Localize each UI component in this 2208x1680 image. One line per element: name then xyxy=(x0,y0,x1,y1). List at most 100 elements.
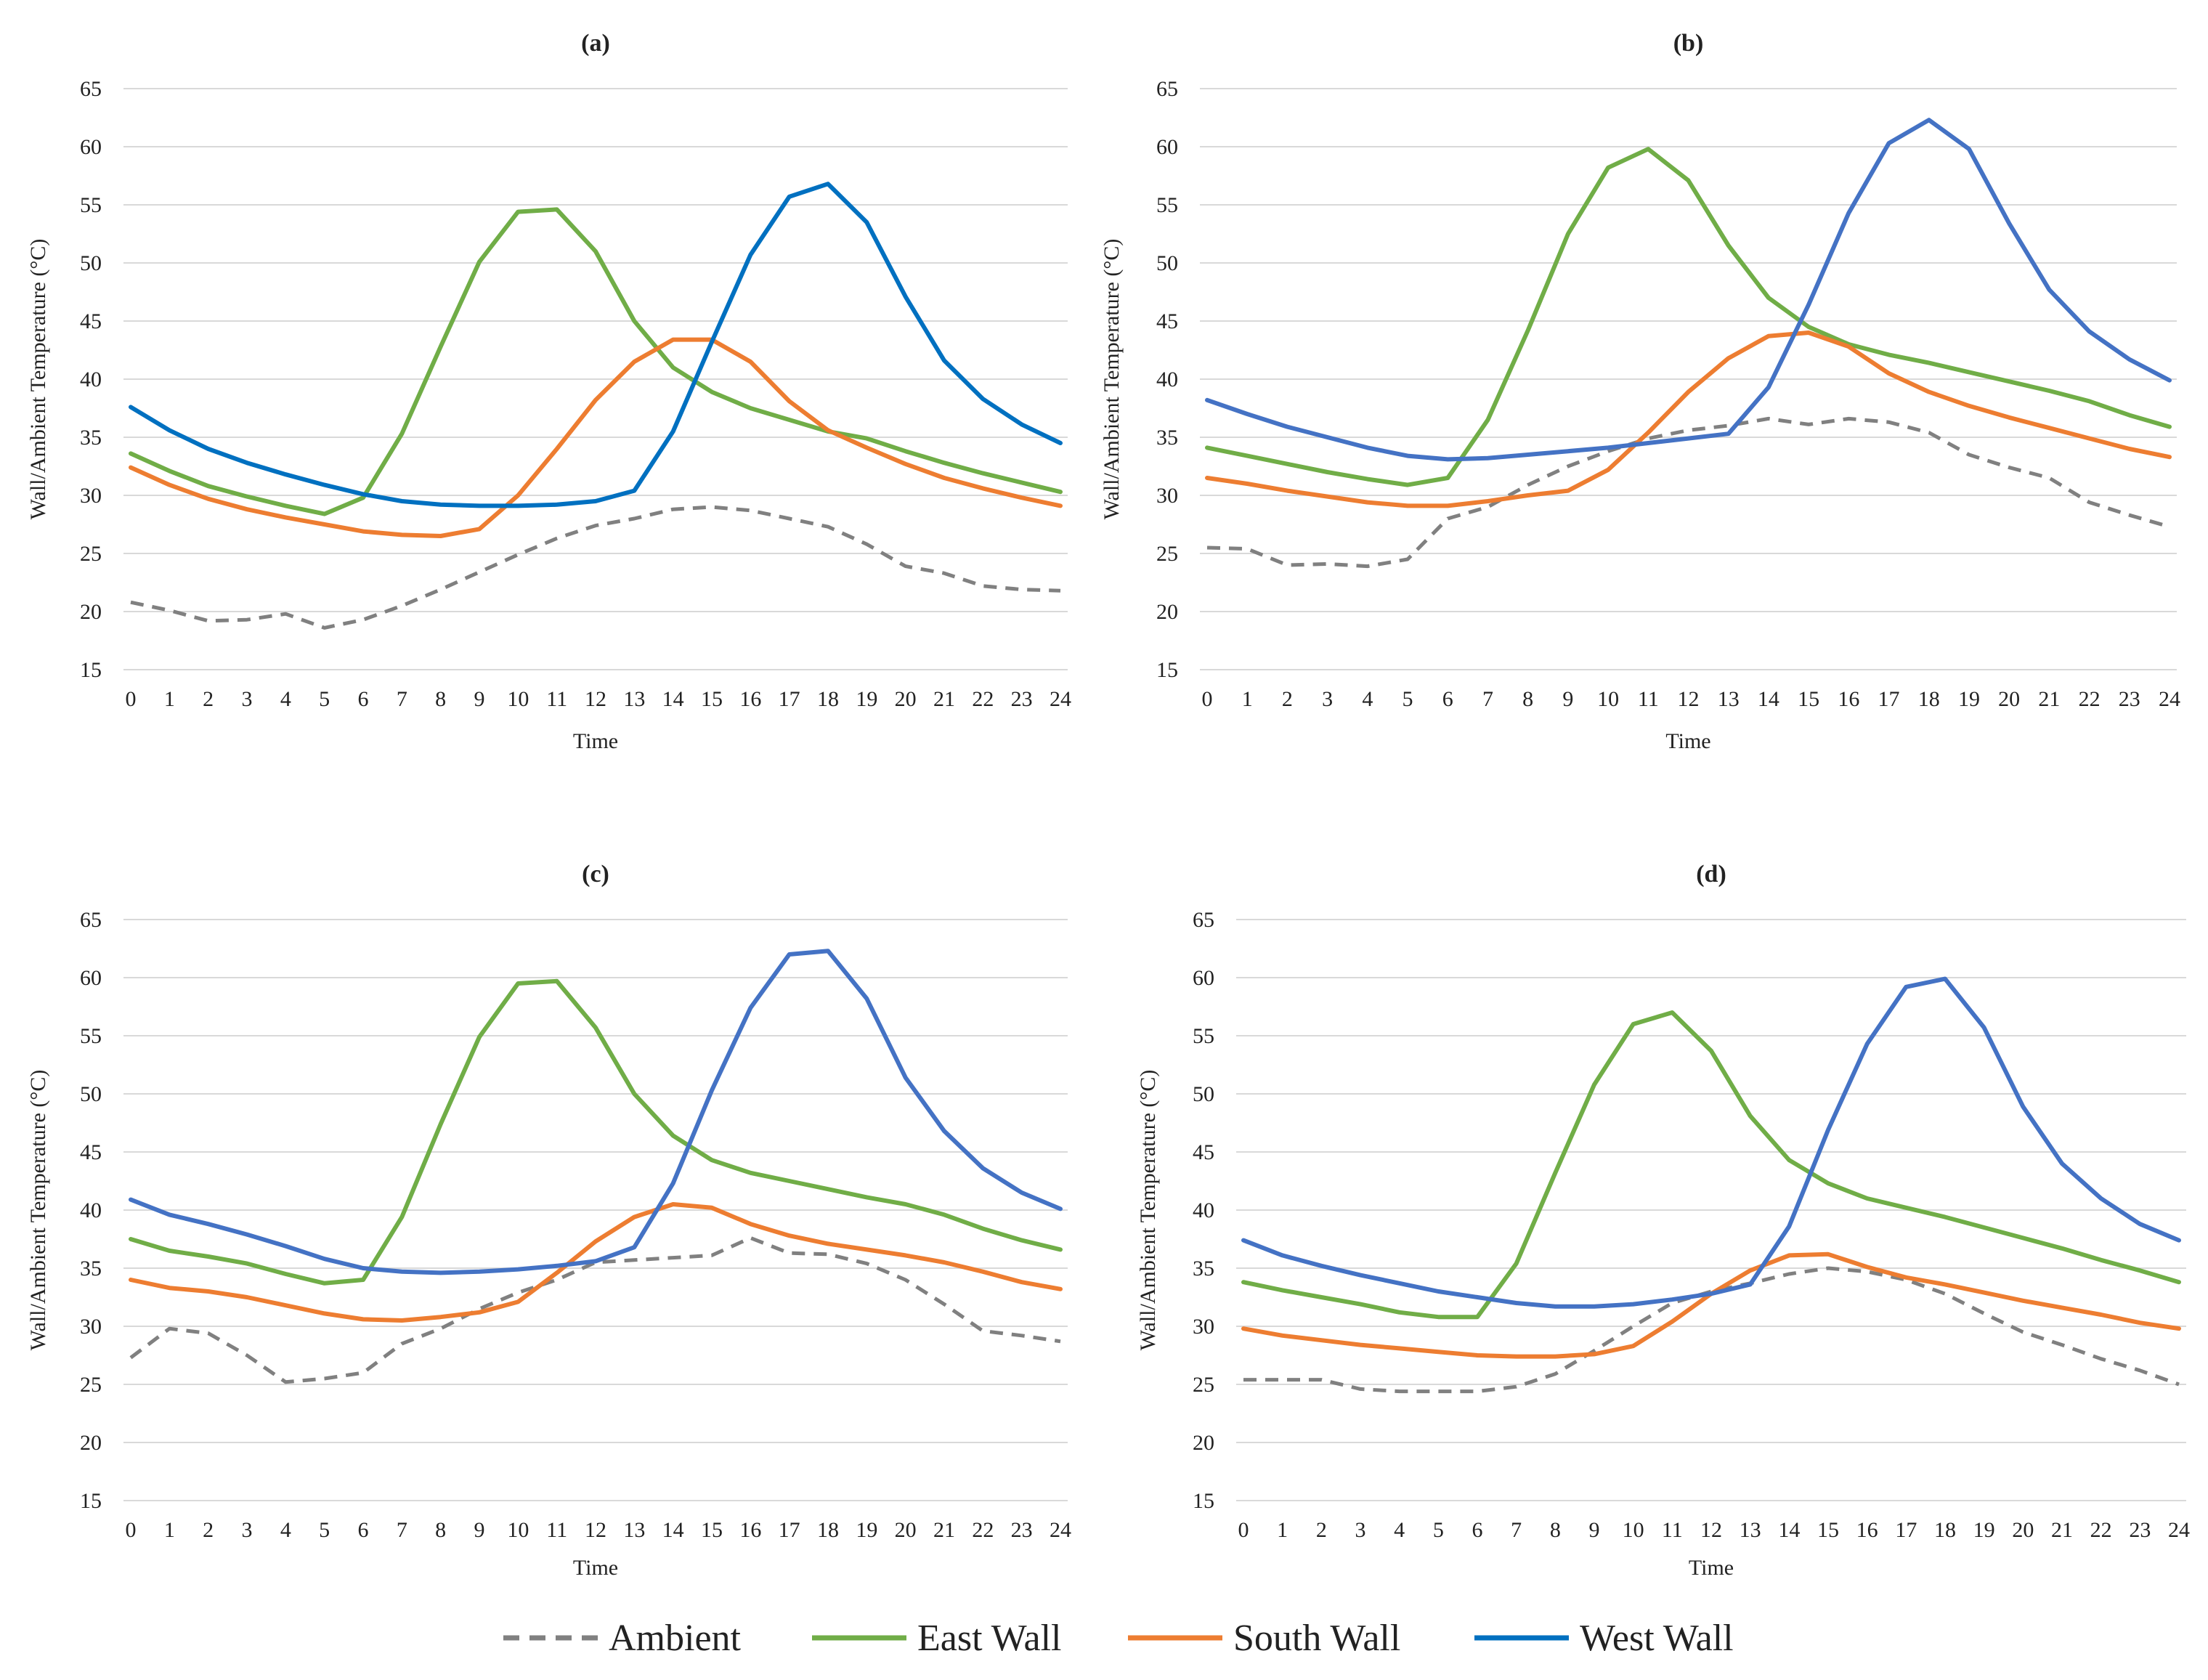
legend-label: South Wall xyxy=(1233,1618,1400,1659)
x-tick-label: 3 xyxy=(1355,1518,1366,1542)
y-tick-label: 30 xyxy=(1193,1315,1214,1339)
y-tick-label: 40 xyxy=(80,368,102,391)
x-tick-label: 23 xyxy=(1011,687,1033,711)
x-tick-label: 12 xyxy=(1678,687,1700,711)
y-tick-label: 55 xyxy=(80,193,102,217)
x-tick-label: 15 xyxy=(1817,1518,1839,1542)
x-tick-label: 1 xyxy=(164,687,175,711)
y-tick-label: 30 xyxy=(80,1315,102,1339)
x-tick-label: 0 xyxy=(1202,687,1213,711)
x-tick-label: 6 xyxy=(1442,687,1453,711)
y-tick-label: 20 xyxy=(1193,1431,1214,1455)
series-line-south-wall xyxy=(1205,330,2172,508)
y-tick-label: 65 xyxy=(80,908,102,932)
x-tick-label: 0 xyxy=(126,1518,137,1542)
x-tick-label: 2 xyxy=(203,687,214,711)
x-axis-title: Time xyxy=(1665,729,1710,753)
x-tick-label: 9 xyxy=(474,687,485,711)
chart-title: (b) xyxy=(1673,30,1704,57)
legend-item-ambient: Ambient xyxy=(503,1618,742,1659)
x-tick-label: 8 xyxy=(435,1518,446,1542)
y-tick-label: 45 xyxy=(80,1140,102,1164)
y-tick-label: 25 xyxy=(80,542,102,566)
y-tick-label: 55 xyxy=(1193,1024,1214,1048)
y-tick-label: 35 xyxy=(1193,1257,1214,1281)
x-tick-label: 22 xyxy=(2090,1518,2112,1542)
x-tick-label: 9 xyxy=(474,1518,485,1542)
y-tick-label: 40 xyxy=(80,1198,102,1222)
x-tick-label: 18 xyxy=(1934,1518,1956,1542)
x-tick-label: 21 xyxy=(933,1518,955,1542)
series-line-south-wall xyxy=(129,337,1063,538)
x-tick-label: 5 xyxy=(319,687,330,711)
y-tick-label: 35 xyxy=(80,426,102,450)
x-tick-label: 2 xyxy=(1282,687,1293,711)
y-tick-label: 25 xyxy=(80,1373,102,1397)
y-tick-label: 65 xyxy=(80,77,102,101)
x-tick-label: 17 xyxy=(1895,1518,1917,1542)
x-tick-label: 4 xyxy=(1362,687,1373,711)
x-tick-label: 1 xyxy=(1242,687,1253,711)
x-tick-label: 16 xyxy=(739,687,761,711)
x-tick-label: 8 xyxy=(1550,1518,1561,1542)
x-tick-label: 23 xyxy=(2129,1518,2151,1542)
x-tick-label: 20 xyxy=(895,687,917,711)
series-line-west-wall xyxy=(129,949,1063,1275)
x-tick-label: 19 xyxy=(1958,687,1980,711)
x-tick-label: 19 xyxy=(856,687,877,711)
legend-label: East Wall xyxy=(917,1618,1061,1659)
y-tick-label: 60 xyxy=(80,135,102,159)
y-axis-title: Wall/Ambient Temperature (°C) xyxy=(26,1070,50,1351)
x-tick-label: 12 xyxy=(1700,1518,1722,1542)
x-tick-label: 10 xyxy=(507,687,529,711)
x-tick-label: 10 xyxy=(1597,687,1619,711)
y-tick-label: 45 xyxy=(1156,309,1178,333)
x-tick-label: 11 xyxy=(546,1518,567,1542)
y-tick-label: 30 xyxy=(80,484,102,508)
y-tick-label: 30 xyxy=(1156,484,1178,508)
series-line-ambient xyxy=(129,1235,1061,1384)
chart-title: (c) xyxy=(582,861,609,888)
x-tick-label: 12 xyxy=(585,1518,606,1542)
y-tick-label: 50 xyxy=(1193,1082,1214,1106)
x-tick-label: 24 xyxy=(2159,687,2180,711)
x-tick-label: 16 xyxy=(739,1518,761,1542)
series-line-ambient xyxy=(130,505,1061,630)
y-tick-label: 35 xyxy=(1156,426,1178,450)
x-tick-label: 7 xyxy=(1482,687,1493,711)
series-line-east-wall xyxy=(129,207,1063,516)
y-tick-label: 60 xyxy=(80,966,102,990)
x-tick-label: 24 xyxy=(1050,1518,1071,1542)
x-tick-label: 17 xyxy=(1878,687,1900,711)
y-tick-label: 55 xyxy=(1156,193,1178,217)
y-tick-label: 60 xyxy=(1193,966,1214,990)
x-tick-label: 16 xyxy=(1856,1518,1878,1542)
x-tick-label: 11 xyxy=(1638,687,1659,711)
y-tick-label: 65 xyxy=(1156,77,1178,101)
series-line-ambient xyxy=(1206,416,2170,569)
x-tick-label: 11 xyxy=(546,687,567,711)
x-tick-label: 16 xyxy=(1838,687,1859,711)
x-tick-label: 10 xyxy=(507,1518,529,1542)
legend-item-east-wall: East Wall xyxy=(812,1618,1061,1659)
y-tick-label: 45 xyxy=(80,309,102,333)
y-tick-label: 40 xyxy=(1156,368,1178,391)
x-axis-title: Time xyxy=(573,1556,618,1580)
x-tick-label: 22 xyxy=(972,687,994,711)
x-tick-label: 6 xyxy=(358,687,369,711)
x-tick-label: 9 xyxy=(1589,1518,1600,1542)
y-tick-label: 15 xyxy=(80,658,102,682)
y-axis-title: Wall/Ambient Temperature (°C) xyxy=(1100,239,1124,520)
x-tick-label: 5 xyxy=(319,1518,330,1542)
x-tick-label: 13 xyxy=(1718,687,1740,711)
series-line-east-wall xyxy=(129,978,1063,1286)
x-tick-label: 11 xyxy=(1662,1518,1683,1542)
series-line-east-wall xyxy=(1205,147,2172,487)
x-tick-label: 6 xyxy=(1472,1518,1483,1542)
x-tick-label: 4 xyxy=(280,687,291,711)
x-tick-label: 0 xyxy=(1238,1518,1249,1542)
